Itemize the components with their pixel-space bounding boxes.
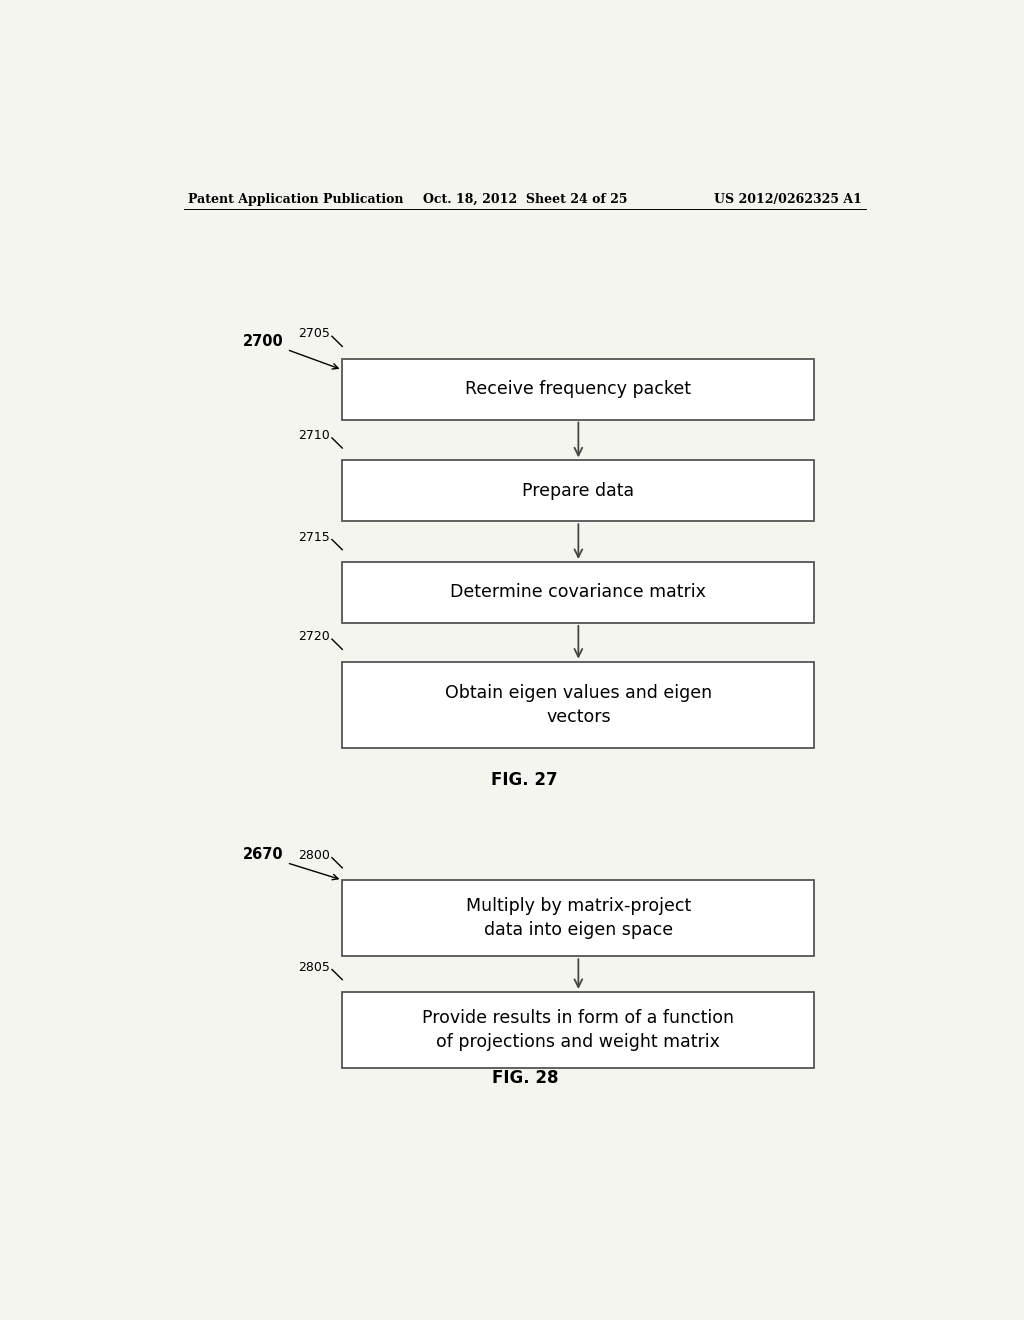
Text: Receive frequency packet: Receive frequency packet — [465, 380, 691, 399]
Text: 2805: 2805 — [299, 961, 331, 974]
Text: Obtain eigen values and eigen
vectors: Obtain eigen values and eigen vectors — [444, 684, 712, 726]
Text: Oct. 18, 2012  Sheet 24 of 25: Oct. 18, 2012 Sheet 24 of 25 — [423, 193, 627, 206]
Text: 2670: 2670 — [243, 847, 284, 862]
Text: Multiply by matrix-project
data into eigen space: Multiply by matrix-project data into eig… — [466, 898, 691, 939]
Bar — [342, 562, 814, 623]
Bar — [342, 991, 814, 1068]
Text: 2720: 2720 — [299, 630, 331, 643]
Bar — [342, 661, 814, 748]
Text: 2715: 2715 — [299, 531, 331, 544]
Text: 2705: 2705 — [299, 327, 331, 341]
Text: FIG. 28: FIG. 28 — [492, 1069, 558, 1088]
Text: 2700: 2700 — [243, 334, 284, 348]
Text: US 2012/0262325 A1: US 2012/0262325 A1 — [714, 193, 862, 206]
Text: Provide results in form of a function
of projections and weight matrix: Provide results in form of a function of… — [422, 1010, 734, 1051]
Text: Prepare data: Prepare data — [522, 482, 635, 500]
Text: 2800: 2800 — [299, 849, 331, 862]
Text: FIG. 27: FIG. 27 — [492, 771, 558, 789]
Text: Determine covariance matrix: Determine covariance matrix — [451, 583, 707, 602]
Bar — [342, 880, 814, 956]
Text: 2710: 2710 — [299, 429, 331, 442]
Bar — [342, 359, 814, 420]
Text: Patent Application Publication: Patent Application Publication — [187, 193, 403, 206]
Bar — [342, 461, 814, 521]
